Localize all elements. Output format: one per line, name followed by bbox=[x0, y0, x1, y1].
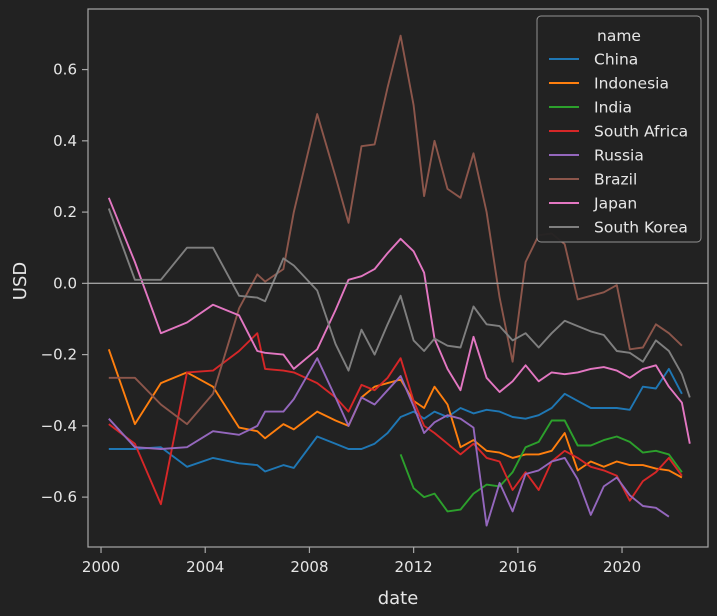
legend-box bbox=[536, 15, 702, 243]
legend-label: Brazil bbox=[594, 171, 637, 189]
y-tick-label: −0.2 bbox=[41, 346, 77, 364]
series-layer bbox=[107, 34, 691, 527]
series-line-japan bbox=[107, 197, 691, 444]
y-axis-label: USD bbox=[10, 262, 31, 300]
y-axis: −0.6 −0.4 −0.2 0.0 0.2 0.4 0.6 bbox=[41, 61, 88, 506]
series-line-china bbox=[108, 367, 683, 473]
y-tick-label: −0.6 bbox=[41, 488, 77, 506]
legend-label: South Korea bbox=[594, 219, 688, 237]
legend-label: South Africa bbox=[594, 123, 688, 141]
x-tick-label: 2000 bbox=[82, 558, 120, 576]
x-tick-label: 2008 bbox=[290, 558, 328, 576]
x-axis-label: date bbox=[378, 588, 419, 609]
series-line-brazil bbox=[108, 34, 683, 426]
y-tick-label: 0.6 bbox=[53, 61, 77, 79]
series-line-russia bbox=[108, 357, 670, 527]
plot-frame bbox=[87, 8, 709, 548]
x-tick-label: 2004 bbox=[186, 558, 224, 576]
legend-items: China Indonesia India South Africa Russia Bra… bbox=[549, 51, 688, 237]
legend-entry: India bbox=[549, 99, 632, 117]
legend-entry: Brazil bbox=[549, 171, 637, 189]
legend-label: Indonesia bbox=[594, 75, 669, 93]
y-tick-label: 0.0 bbox=[53, 274, 77, 292]
series-line-south-korea bbox=[107, 208, 691, 398]
legend-entry: Indonesia bbox=[549, 75, 669, 93]
legend-label: Japan bbox=[593, 195, 637, 213]
y-tick-label: 0.2 bbox=[53, 203, 77, 221]
x-tick-label: 2016 bbox=[499, 558, 537, 576]
series-line-south-africa bbox=[108, 332, 683, 506]
x-axis: 2000 2004 2008 2012 2016 2020 bbox=[82, 547, 641, 576]
x-tick-label: 2012 bbox=[395, 558, 433, 576]
legend-label: Russia bbox=[594, 147, 644, 165]
legend: name China Indonesia India South Africa Russ… bbox=[536, 15, 702, 243]
legend-label: India bbox=[594, 99, 632, 117]
x-tick-label: 2020 bbox=[603, 558, 641, 576]
y-tick-label: 0.4 bbox=[53, 132, 77, 150]
legend-entry: South Korea bbox=[549, 219, 688, 237]
legend-label: China bbox=[594, 51, 638, 69]
y-tick-label: −0.4 bbox=[41, 417, 77, 435]
legend-entry: China bbox=[549, 51, 638, 69]
series-line-india bbox=[399, 419, 683, 513]
legend-entry: Japan bbox=[549, 195, 637, 213]
series-line-indonesia bbox=[107, 348, 683, 479]
legend-entry: Russia bbox=[549, 147, 644, 165]
legend-entry: South Africa bbox=[549, 123, 688, 141]
legend-title: name bbox=[597, 27, 641, 45]
